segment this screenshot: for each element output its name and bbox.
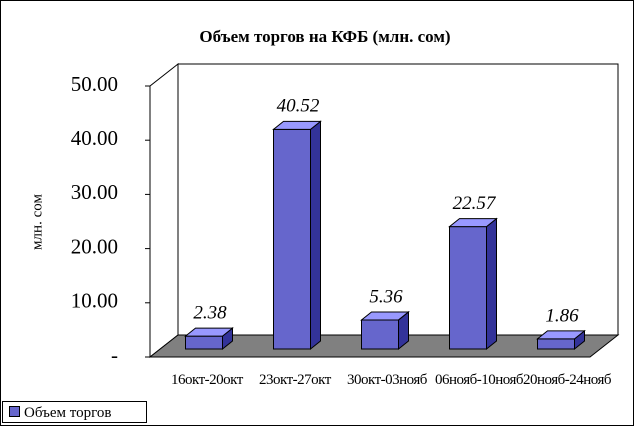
side-wall [149,62,179,359]
bar [536,329,586,351]
x-tick-label: 06нояб-10нояб [435,372,524,388]
y-tick-label: 50.00 [71,72,118,96]
chart-title: Объем торгов на КФБ (млн. сом) [199,27,450,46]
bar-front [273,128,311,350]
bar-top [272,120,322,130]
y-tick-label: 10.00 [71,289,118,313]
bar-front [449,226,487,350]
bar-top [360,311,410,321]
bar-top [184,327,234,337]
y-tick-label: - [111,343,118,367]
bar [448,217,498,351]
bar-side [486,217,497,351]
bar [360,310,410,351]
data-label: 5.36 [369,286,403,307]
bar [184,327,234,351]
data-label: 2.38 [193,302,227,323]
y-tick-label: 20.00 [71,234,118,258]
legend-label: Объем торгов [24,405,112,421]
x-tick-label: 30окт-03нояб [347,372,427,388]
legend: Объем торгов [2,401,147,423]
y-tick-label: 40.00 [71,126,118,150]
bar-side [310,120,321,351]
x-tick-label: 23окт-27окт [259,372,331,388]
y-axis-label: млн. сом [29,194,45,250]
y-tick-label: 30.00 [71,180,118,204]
legend-swatch [9,406,20,417]
x-tick-label: 16окт-20окт [171,372,243,388]
x-tick-label: 20нояб-24нояб [523,372,612,388]
data-label: 22.57 [453,193,497,214]
data-label: 40.52 [277,96,320,117]
bar [272,120,322,351]
bar-top [448,218,498,228]
bar-front [361,319,399,350]
bar-front [537,338,575,350]
bar-top [536,330,586,340]
bar-front [185,335,223,350]
data-label: 1.86 [545,305,579,326]
